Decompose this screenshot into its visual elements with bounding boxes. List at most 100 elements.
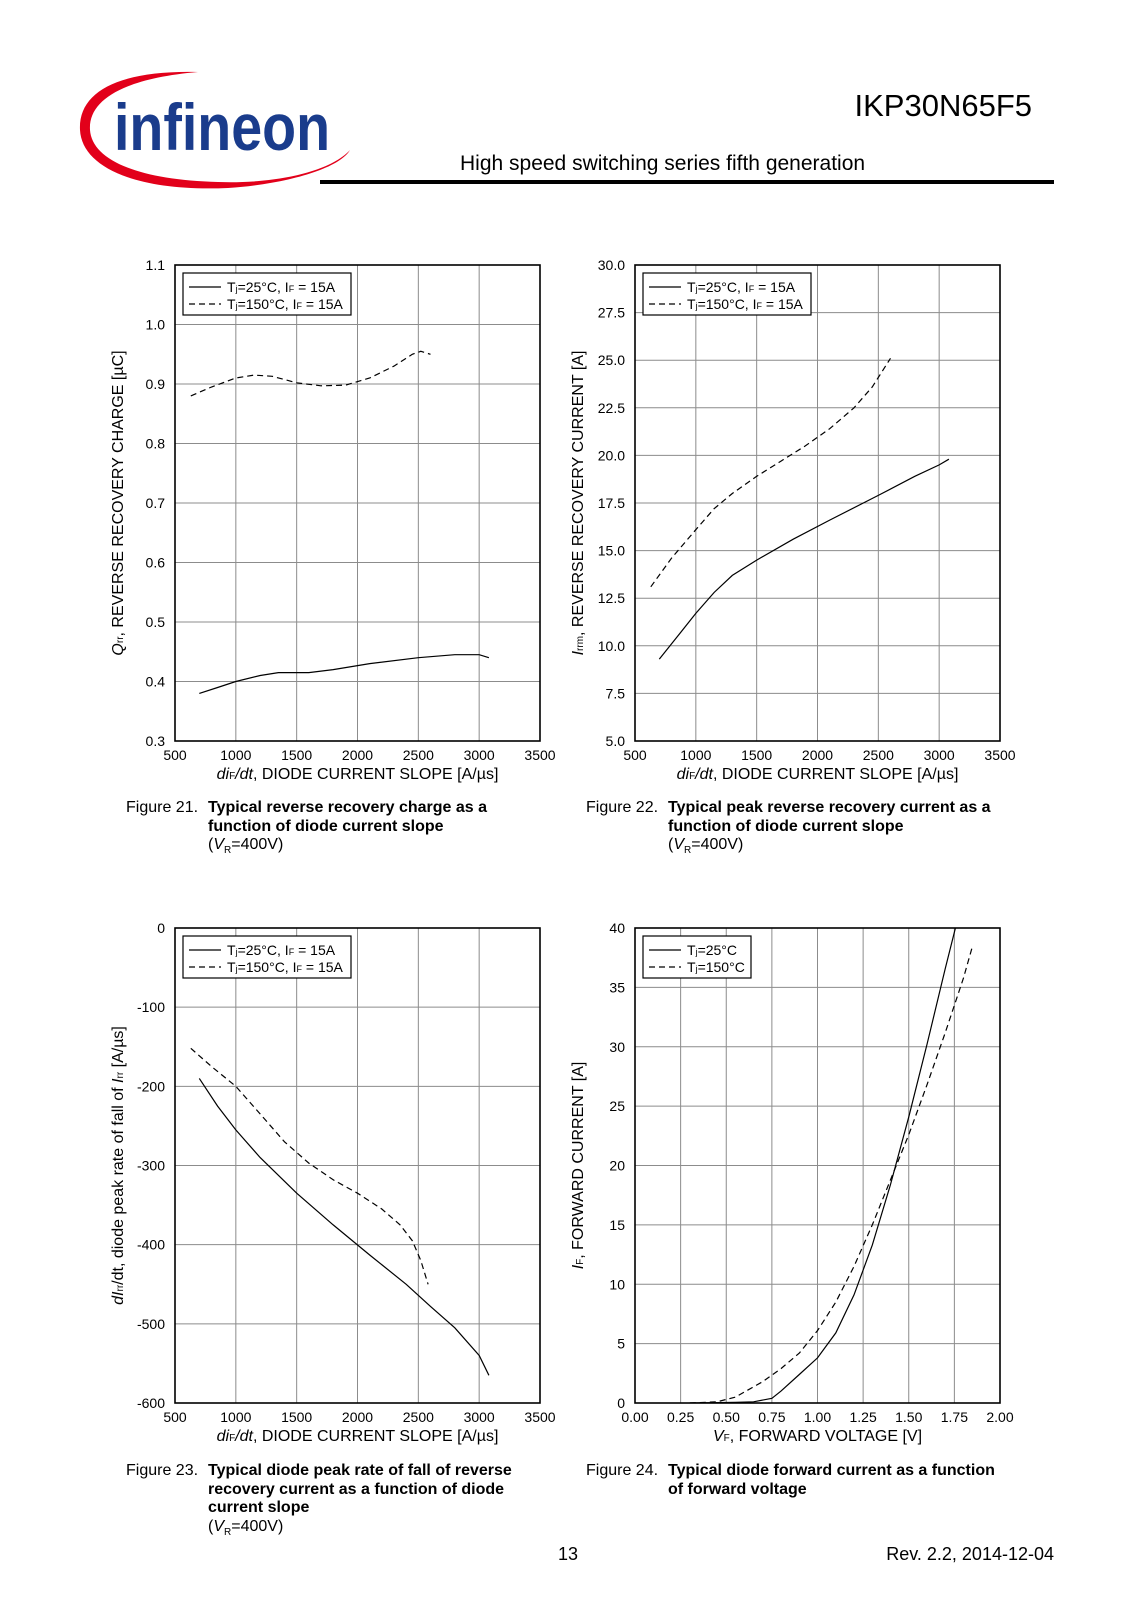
chart-1-plot: 500 1000 1500 2000 2500 3000 3500 0.3 0.4 0.5 0.6 0…: [110, 257, 556, 783]
legend-label: Tj=150°C, IF = 15A: [227, 959, 344, 975]
y-tick-label: 15: [609, 1217, 625, 1233]
y-tick-label: 0.7: [146, 495, 166, 511]
y-tick-label: 25: [609, 1098, 625, 1114]
y-tick-label: 27.5: [598, 305, 625, 321]
y-tick-label: 5.0: [606, 733, 626, 749]
y-tick-label: -500: [137, 1316, 165, 1332]
y-tick-label: 20: [609, 1158, 625, 1174]
x-tick-label: 500: [163, 1409, 187, 1425]
plot-frame: [634, 927, 1001, 1404]
logo-wordmark: infineon: [114, 90, 330, 164]
y-tick-label: 5: [617, 1336, 625, 1352]
y-tick-label: 12.5: [598, 590, 625, 606]
x-tick-label: 2000: [342, 1409, 373, 1425]
legend-label: Tj=150°C: [687, 959, 745, 975]
y-tick-label: 10.0: [598, 638, 625, 654]
plot-frame: [174, 264, 541, 742]
caption-cond-sub: R: [224, 845, 232, 857]
y-tick-label: 30.0: [598, 257, 625, 273]
caption-number: Figure 24.: [586, 1462, 659, 1479]
y-tick-label: 0.6: [146, 555, 166, 571]
series-line-tj-25: [199, 654, 490, 694]
y-tick-label: 0.5: [146, 614, 166, 630]
series-line-tj-150: [190, 1047, 429, 1285]
legend-label: Tj=25°C, IF = 15A: [687, 279, 796, 295]
caption-cond: =400V): [691, 836, 744, 853]
y-tick-label: 15.0: [598, 543, 625, 559]
x-tick-label: 1000: [680, 747, 711, 763]
series-line-tj-25: [198, 1078, 490, 1376]
x-tick-label: 500: [623, 747, 647, 763]
series-line-tj-150: [689, 945, 974, 1403]
page-number: 13: [558, 1544, 579, 1564]
series-line-tj-25: [658, 458, 950, 660]
y-tick-label: -200: [137, 1078, 165, 1094]
y-tick-label: 1.1: [146, 257, 166, 273]
x-axis-title: diF/dt, DIODE CURRENT SLOPE [A/µs]: [217, 1428, 499, 1445]
caption-number: Figure 23.: [126, 1462, 199, 1479]
y-tick-label: 0: [617, 1395, 625, 1411]
x-tick-label: 2500: [403, 1409, 434, 1425]
header-rule: [320, 180, 1054, 184]
chart-4-plot: 0.00 0.25 0.50 0.75 1.00 1.25 1.50 1.75 2.00 0 5 10…: [570, 920, 1014, 1445]
caption-cond-var: V: [673, 836, 684, 853]
legend-label: Tj=25°C, IF = 15A: [227, 942, 336, 958]
y-tick-label: 0.3: [146, 733, 166, 749]
x-tick-label: 500: [163, 747, 187, 763]
y-axis-title: dIrr/dt, diode peak rate of fall of Irr …: [110, 1026, 127, 1305]
y-tick-label: 35: [609, 979, 625, 995]
x-tick-label: 3500: [984, 747, 1015, 763]
y-tick-label: 1.0: [146, 317, 166, 333]
legend-box: [182, 935, 352, 979]
caption-cond-sub: R: [684, 845, 692, 857]
x-axis-title: VF, FORWARD VOLTAGE [V]: [713, 1428, 922, 1445]
caption-number: Figure 22.: [586, 799, 659, 816]
y-tick-label: 0.9: [146, 376, 166, 392]
series-line-tj-25: [689, 928, 957, 1403]
x-tick-label: 3000: [464, 747, 495, 763]
x-tick-label: 3500: [524, 747, 555, 763]
x-axis-title: diF/dt, DIODE CURRENT SLOPE [A/µs]: [677, 766, 959, 783]
x-tick-label: 1000: [220, 1409, 251, 1425]
series-line-tj-150: [190, 350, 431, 397]
x-tick-label: 2000: [802, 747, 833, 763]
y-tick-label: 30: [609, 1039, 625, 1055]
x-tick-label: 2.00: [986, 1409, 1013, 1425]
y-tick-label: -100: [137, 999, 165, 1015]
x-tick-label: 0.00: [621, 1409, 648, 1425]
y-tick-label: 0.8: [146, 436, 166, 452]
legend-box: [642, 935, 752, 979]
part-number: IKP30N65F5: [854, 88, 1033, 123]
y-tick-label: 10: [609, 1276, 625, 1292]
x-tick-label: 1500: [281, 747, 312, 763]
x-tick-label: 3500: [524, 1409, 555, 1425]
x-axis-title: diF/dt, DIODE CURRENT SLOPE [A/µs]: [217, 766, 499, 783]
caption-cond: =400V): [231, 1517, 284, 1535]
x-tick-label: 2000: [342, 747, 373, 763]
x-tick-label: 1.75: [941, 1409, 968, 1425]
y-tick-label: 0.4: [146, 674, 166, 690]
y-tick-label: 0: [157, 920, 165, 936]
plot-frame: [174, 927, 541, 1404]
caption-cond-var: V: [213, 836, 224, 853]
x-tick-label: 2500: [403, 747, 434, 763]
y-tick-label: -600: [137, 1395, 165, 1411]
y-tick-label: 40: [609, 920, 625, 936]
infineon-logo: infineon: [79, 71, 351, 189]
legend-label: Tj=150°C, IF = 15A: [227, 296, 344, 312]
caption-title: Typical diode peak rate of fall of rever…: [208, 1462, 512, 1516]
legend-box: [642, 272, 812, 316]
caption-title: Typical reverse recovery charge as a fun…: [208, 799, 487, 835]
chart-2-plot: 500 1000 1500 2000 2500 3000 3500 5.0 7.5 10.0 12.…: [570, 257, 1016, 783]
x-tick-label: 1500: [281, 1409, 312, 1425]
y-axis-title: IF, FORWARD CURRENT [A]: [570, 1062, 587, 1270]
x-tick-label: 3000: [464, 1409, 495, 1425]
caption-title: Typical peak reverse recovery current as…: [668, 799, 991, 835]
x-tick-label: 1.50: [895, 1409, 922, 1425]
caption-cond-var: V: [213, 1517, 224, 1535]
y-tick-label: 20.0: [598, 447, 625, 463]
y-tick-label: 17.5: [598, 495, 625, 511]
legend-box: [182, 272, 352, 316]
y-tick-label: 22.5: [598, 400, 625, 416]
